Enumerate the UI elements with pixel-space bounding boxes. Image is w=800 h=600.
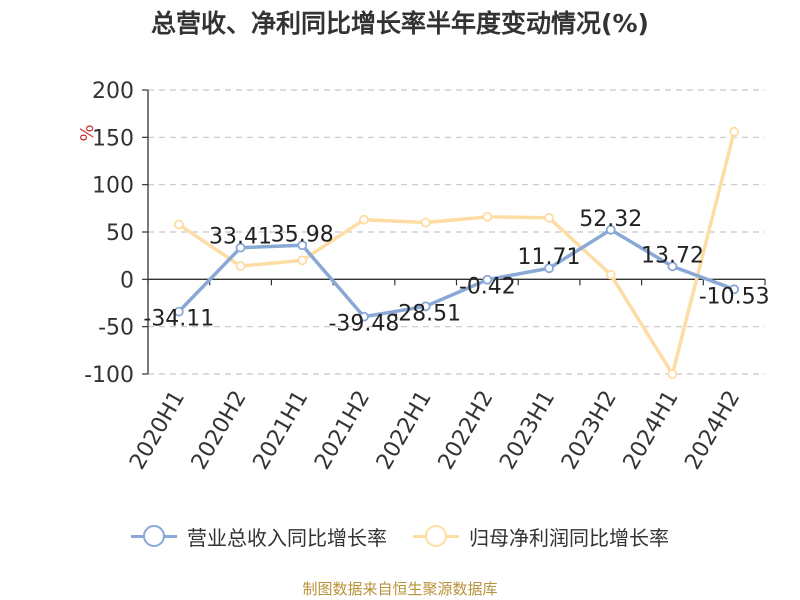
- data-point-revenue: [235, 242, 246, 253]
- line-chart: 200150100500-50-100%2020H12020H22021H120…: [77, 79, 770, 474]
- data-point-profit: [667, 369, 678, 379]
- x-tick-label: 2021H2: [310, 387, 375, 474]
- data-point-revenue: [544, 263, 554, 274]
- data-point-revenue: [173, 306, 184, 317]
- series-line-revenue: [177, 228, 735, 319]
- data-point-profit: [482, 211, 493, 222]
- data-label-revenue: -28.51: [390, 301, 461, 326]
- source-note: 制图数据来自恒生聚源数据库: [302, 580, 498, 598]
- x-tick-label: 2022H2: [434, 386, 499, 473]
- data-point-profit: [605, 269, 616, 280]
- x-tick-label: 2020H2: [187, 387, 252, 474]
- data-label-revenue: 33.41: [209, 225, 272, 250]
- x-tick-label: 2021H1: [249, 387, 314, 474]
- y-tick-label: 0: [120, 268, 134, 293]
- data-label-revenue: -34.11: [143, 307, 214, 332]
- data-point-profit: [359, 214, 369, 225]
- y-tick-label: 200: [92, 79, 134, 104]
- x-tick-label: 2024H2: [680, 387, 745, 474]
- y-tick-label: 50: [106, 221, 134, 246]
- y-tick-label: 100: [92, 174, 134, 199]
- data-point-revenue: [420, 301, 431, 312]
- data-point-revenue: [482, 274, 493, 285]
- chart-title: 总营收、净利同比增长率半年度变动情况(%): [151, 9, 649, 38]
- data-point-revenue: [359, 311, 369, 322]
- y-tick-label: -50: [98, 316, 134, 341]
- y-tick-label: -100: [84, 363, 134, 388]
- y-axis-unit-label: %: [77, 124, 98, 141]
- legend: 营业总收入同比增长率 归母净利润同比增长率: [0, 520, 800, 552]
- data-point-revenue: [297, 240, 308, 251]
- legend-item-revenue[interactable]: 营业总收入同比增长率: [131, 522, 387, 551]
- data-point-profit: [544, 212, 554, 223]
- y-tick-label: 150: [92, 126, 134, 151]
- legend-swatch-profit: [413, 525, 459, 547]
- data-point-profit: [297, 255, 308, 266]
- legend-swatch-revenue: [131, 525, 177, 547]
- legend-label-profit: 归母净利润同比增长率: [469, 525, 669, 550]
- x-tick-label: 2023H1: [495, 387, 560, 474]
- x-tick-label: 2023H2: [557, 387, 622, 474]
- x-tick-label: 2022H1: [372, 387, 437, 474]
- data-point-profit: [173, 219, 184, 230]
- x-tick-label: 2020H1: [125, 387, 190, 474]
- data-label-revenue: 52.32: [579, 207, 642, 232]
- data-label-revenue: 13.72: [641, 243, 704, 268]
- series-line-profit: [177, 131, 736, 376]
- data-point-profit: [235, 261, 246, 271]
- data-label-revenue: -0.42: [459, 275, 516, 300]
- data-point-profit: [729, 126, 740, 137]
- data-point-revenue: [605, 224, 616, 235]
- data-label-revenue: -10.53: [699, 284, 770, 309]
- data-point-revenue: [729, 284, 740, 295]
- data-point-profit: [420, 217, 431, 228]
- legend-label-revenue: 营业总收入同比增长率: [187, 525, 387, 550]
- x-tick-label: 2024H1: [619, 387, 684, 474]
- data-label-revenue: 11.71: [518, 245, 581, 270]
- data-label-revenue: 35.98: [271, 222, 334, 247]
- data-point-revenue: [667, 261, 678, 272]
- legend-item-profit[interactable]: 归母净利润同比增长率: [413, 522, 669, 551]
- data-label-revenue: -39.48: [328, 312, 399, 337]
